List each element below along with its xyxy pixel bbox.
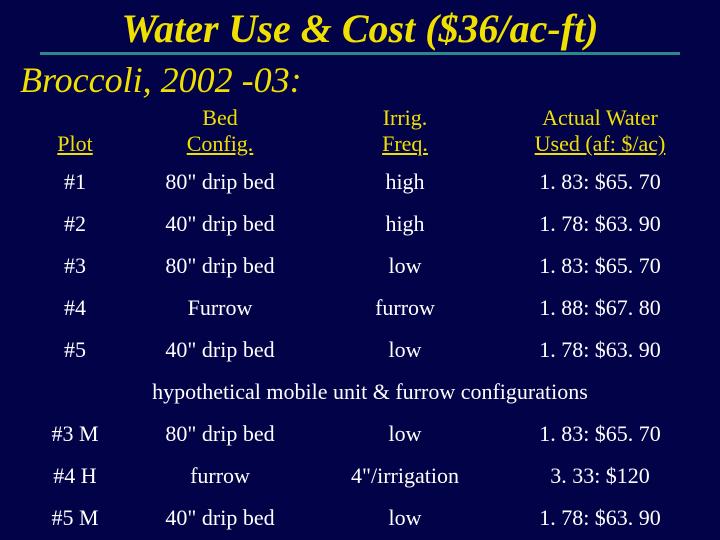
cell-freq: furrow (320, 287, 490, 329)
water-use-table: Plot Bed Config. Irrig. Freq. Actual Wat… (30, 103, 710, 539)
table-header-row: Plot Bed Config. Irrig. Freq. Actual Wat… (30, 103, 710, 161)
slide: Water Use & Cost ($36/ac-ft) Broccoli, 2… (0, 0, 720, 540)
cell-used: 1. 83: $65. 70 (490, 245, 710, 287)
col-actual-l1: Actual Water (542, 105, 658, 130)
slide-title: Water Use & Cost ($36/ac-ft) (40, 6, 680, 55)
cell-freq: low (320, 245, 490, 287)
cell-plot: #5 M (30, 497, 120, 539)
table-row: #1 80" drip bed high 1. 83: $65. 70 (30, 161, 710, 203)
col-bed-config: Bed Config. (120, 103, 320, 161)
table-row: #4 Furrow furrow 1. 88: $67. 80 (30, 287, 710, 329)
table-row: #5 M 40" drip bed low 1. 78: $63. 90 (30, 497, 710, 539)
table-note-row: hypothetical mobile unit & furrow config… (30, 371, 710, 413)
cell-used: 1. 78: $63. 90 (490, 497, 710, 539)
cell-plot: #4 (30, 287, 120, 329)
cell-plot: #3 M (30, 413, 120, 455)
cell-bed: 40" drip bed (120, 497, 320, 539)
col-bed-l2: Config. (187, 131, 254, 156)
cell-plot: #5 (30, 329, 120, 371)
table-row: #3 M 80" drip bed low 1. 83: $65. 70 (30, 413, 710, 455)
cell-freq: 4"/irrigation (320, 455, 490, 497)
cell-used: 1. 78: $63. 90 (490, 203, 710, 245)
table-row: #4 H furrow 4"/irrigation 3. 33: $120 (30, 455, 710, 497)
col-irrig-freq: Irrig. Freq. (320, 103, 490, 161)
col-plot-label: Plot (57, 131, 92, 156)
cell-used: 1. 83: $65. 70 (490, 161, 710, 203)
col-irrig-l1: Irrig. (383, 105, 428, 130)
col-actual-water: Actual Water Used (af: $/ac) (490, 103, 710, 161)
cell-bed: 80" drip bed (120, 245, 320, 287)
cell-freq: low (320, 329, 490, 371)
cell-plot: #3 (30, 245, 120, 287)
col-irrig-l2: Freq. (382, 131, 428, 156)
cell-bed: 40" drip bed (120, 329, 320, 371)
cell-freq: high (320, 161, 490, 203)
table-row: #2 40" drip bed high 1. 78: $63. 90 (30, 203, 710, 245)
table-row: #5 40" drip bed low 1. 78: $63. 90 (30, 329, 710, 371)
cell-plot: #1 (30, 161, 120, 203)
cell-bed: furrow (120, 455, 320, 497)
col-bed-l1: Bed (202, 105, 237, 130)
cell-bed: Furrow (120, 287, 320, 329)
cell-plot: #2 (30, 203, 120, 245)
cell-bed: 40" drip bed (120, 203, 320, 245)
table-row: #3 80" drip bed low 1. 83: $65. 70 (30, 245, 710, 287)
cell-bed: 80" drip bed (120, 161, 320, 203)
cell-used: 1. 88: $67. 80 (490, 287, 710, 329)
cell-freq: high (320, 203, 490, 245)
cell-freq: low (320, 497, 490, 539)
cell-used: 1. 83: $65. 70 (490, 413, 710, 455)
cell-used: 3. 33: $120 (490, 455, 710, 497)
cell-used: 1. 78: $63. 90 (490, 329, 710, 371)
col-plot: Plot (30, 103, 120, 161)
cell-freq: low (320, 413, 490, 455)
cell-bed: 80" drip bed (120, 413, 320, 455)
col-actual-l2: Used (af: $/ac) (535, 131, 666, 156)
slide-subtitle: Broccoli, 2002 -03: (20, 59, 700, 101)
table-note: hypothetical mobile unit & furrow config… (30, 371, 710, 413)
cell-plot: #4 H (30, 455, 120, 497)
